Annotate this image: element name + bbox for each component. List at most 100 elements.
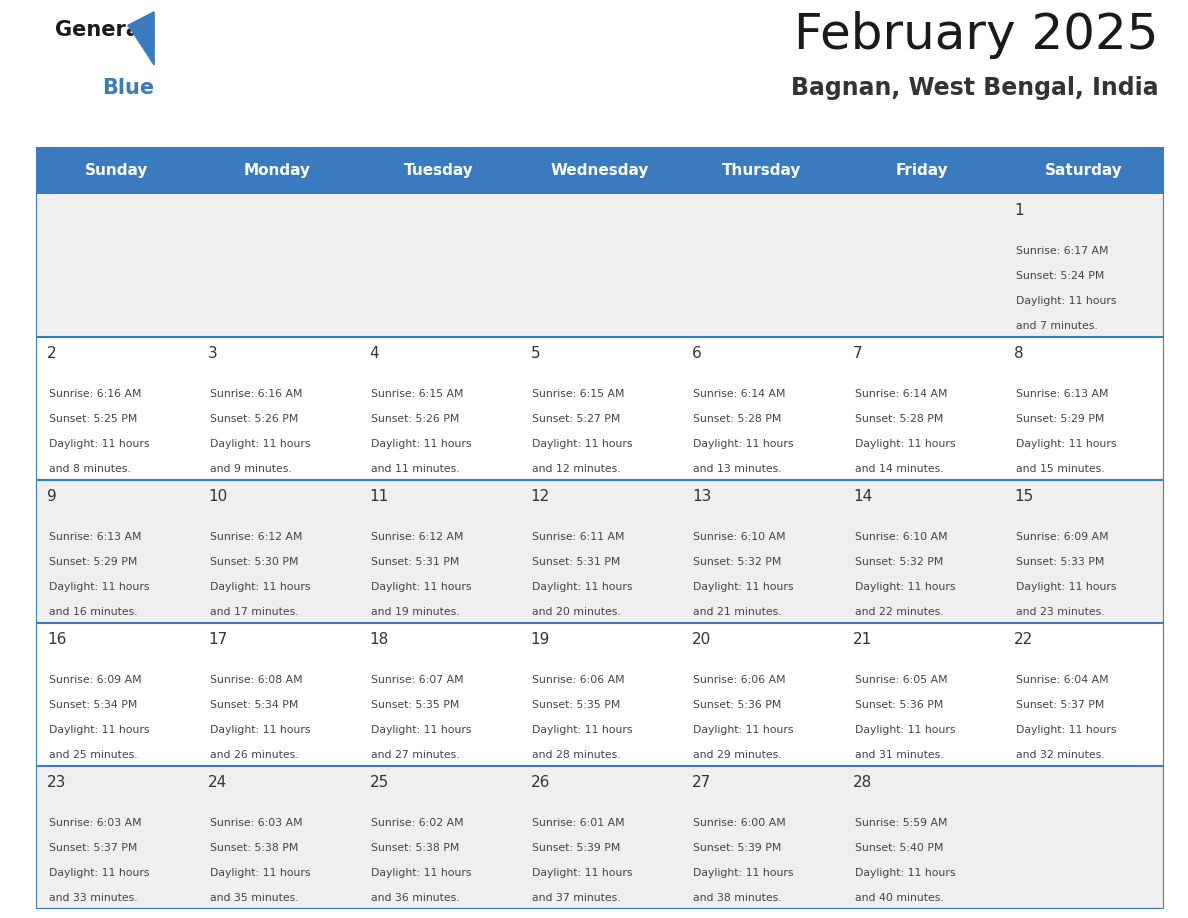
Bar bbox=[519, 194, 681, 337]
Bar bbox=[197, 147, 358, 194]
Bar bbox=[358, 480, 519, 623]
Text: 13: 13 bbox=[691, 489, 712, 504]
Bar bbox=[842, 623, 1003, 766]
Text: Sunset: 5:38 PM: Sunset: 5:38 PM bbox=[210, 843, 298, 853]
Text: Sunset: 5:27 PM: Sunset: 5:27 PM bbox=[532, 414, 620, 424]
Text: 16: 16 bbox=[48, 633, 67, 647]
Text: and 32 minutes.: and 32 minutes. bbox=[1016, 750, 1105, 760]
Bar bbox=[519, 337, 681, 480]
Text: Daylight: 11 hours: Daylight: 11 hours bbox=[854, 868, 955, 878]
Bar bbox=[681, 147, 842, 194]
Bar bbox=[36, 766, 197, 909]
Text: Daylight: 11 hours: Daylight: 11 hours bbox=[854, 582, 955, 592]
Bar bbox=[358, 623, 519, 766]
Text: Sunset: 5:36 PM: Sunset: 5:36 PM bbox=[694, 700, 782, 710]
Text: and 17 minutes.: and 17 minutes. bbox=[210, 607, 298, 617]
Text: 1: 1 bbox=[1015, 203, 1024, 218]
Bar bbox=[681, 337, 842, 480]
Bar bbox=[36, 147, 197, 194]
Text: Sunrise: 6:08 AM: Sunrise: 6:08 AM bbox=[210, 675, 303, 685]
Text: 25: 25 bbox=[369, 775, 388, 790]
Bar bbox=[1003, 623, 1164, 766]
Text: Sunrise: 6:10 AM: Sunrise: 6:10 AM bbox=[694, 532, 786, 542]
Bar bbox=[842, 766, 1003, 909]
Text: Sunrise: 6:04 AM: Sunrise: 6:04 AM bbox=[1016, 675, 1108, 685]
Text: Daylight: 11 hours: Daylight: 11 hours bbox=[49, 582, 148, 592]
Text: Sunrise: 6:12 AM: Sunrise: 6:12 AM bbox=[210, 532, 302, 542]
Bar bbox=[842, 194, 1003, 337]
Text: 7: 7 bbox=[853, 346, 862, 361]
Text: Sunrise: 6:03 AM: Sunrise: 6:03 AM bbox=[210, 818, 303, 828]
Text: 22: 22 bbox=[1015, 633, 1034, 647]
Text: Daylight: 11 hours: Daylight: 11 hours bbox=[49, 725, 148, 734]
Bar bbox=[1003, 194, 1164, 337]
Text: Sunset: 5:31 PM: Sunset: 5:31 PM bbox=[532, 557, 620, 566]
Text: 26: 26 bbox=[531, 775, 550, 790]
Text: Sunset: 5:37 PM: Sunset: 5:37 PM bbox=[1016, 700, 1105, 710]
Bar bbox=[36, 623, 197, 766]
Text: Monday: Monday bbox=[244, 163, 311, 178]
Text: 8: 8 bbox=[1015, 346, 1024, 361]
Text: Sunrise: 6:09 AM: Sunrise: 6:09 AM bbox=[1016, 532, 1108, 542]
Text: 21: 21 bbox=[853, 633, 872, 647]
Bar bbox=[197, 337, 358, 480]
Text: Daylight: 11 hours: Daylight: 11 hours bbox=[532, 582, 633, 592]
Text: and 36 minutes.: and 36 minutes. bbox=[371, 892, 460, 902]
Bar bbox=[1003, 337, 1164, 480]
Bar bbox=[519, 766, 681, 909]
Text: Sunset: 5:29 PM: Sunset: 5:29 PM bbox=[1016, 414, 1105, 424]
Bar bbox=[842, 480, 1003, 623]
Text: Sunset: 5:34 PM: Sunset: 5:34 PM bbox=[49, 700, 137, 710]
Bar bbox=[197, 623, 358, 766]
Text: and 13 minutes.: and 13 minutes. bbox=[694, 464, 782, 474]
Text: and 20 minutes.: and 20 minutes. bbox=[532, 607, 621, 617]
Text: Sunrise: 6:14 AM: Sunrise: 6:14 AM bbox=[854, 389, 947, 399]
Text: Daylight: 11 hours: Daylight: 11 hours bbox=[854, 439, 955, 449]
Text: 19: 19 bbox=[531, 633, 550, 647]
Text: and 25 minutes.: and 25 minutes. bbox=[49, 750, 137, 760]
Text: Daylight: 11 hours: Daylight: 11 hours bbox=[210, 582, 310, 592]
Text: Daylight: 11 hours: Daylight: 11 hours bbox=[371, 582, 472, 592]
Bar bbox=[1003, 147, 1164, 194]
Text: Saturday: Saturday bbox=[1044, 163, 1123, 178]
Text: Sunrise: 6:12 AM: Sunrise: 6:12 AM bbox=[371, 532, 463, 542]
Bar bbox=[519, 480, 681, 623]
Text: Daylight: 11 hours: Daylight: 11 hours bbox=[1016, 725, 1117, 734]
Text: and 38 minutes.: and 38 minutes. bbox=[694, 892, 782, 902]
Text: Sunset: 5:28 PM: Sunset: 5:28 PM bbox=[854, 414, 943, 424]
Text: Daylight: 11 hours: Daylight: 11 hours bbox=[694, 725, 794, 734]
Text: 9: 9 bbox=[48, 489, 57, 504]
Text: and 29 minutes.: and 29 minutes. bbox=[694, 750, 782, 760]
Text: and 22 minutes.: and 22 minutes. bbox=[854, 607, 943, 617]
Text: Sunrise: 6:17 AM: Sunrise: 6:17 AM bbox=[1016, 246, 1108, 256]
Text: Sunset: 5:32 PM: Sunset: 5:32 PM bbox=[854, 557, 943, 566]
Text: Sunrise: 6:02 AM: Sunrise: 6:02 AM bbox=[371, 818, 463, 828]
Bar bbox=[681, 480, 842, 623]
Text: 17: 17 bbox=[208, 633, 227, 647]
Text: Sunrise: 6:14 AM: Sunrise: 6:14 AM bbox=[694, 389, 786, 399]
Bar bbox=[1003, 766, 1164, 909]
Text: and 35 minutes.: and 35 minutes. bbox=[210, 892, 298, 902]
Bar bbox=[519, 623, 681, 766]
Text: Sunrise: 6:16 AM: Sunrise: 6:16 AM bbox=[49, 389, 141, 399]
Text: 10: 10 bbox=[208, 489, 227, 504]
Text: 6: 6 bbox=[691, 346, 702, 361]
Text: Sunset: 5:32 PM: Sunset: 5:32 PM bbox=[694, 557, 782, 566]
Text: and 28 minutes.: and 28 minutes. bbox=[532, 750, 621, 760]
Text: Daylight: 11 hours: Daylight: 11 hours bbox=[210, 439, 310, 449]
Text: Sunset: 5:29 PM: Sunset: 5:29 PM bbox=[49, 557, 137, 566]
Text: Sunrise: 6:15 AM: Sunrise: 6:15 AM bbox=[532, 389, 625, 399]
Bar bbox=[519, 147, 681, 194]
Text: Sunday: Sunday bbox=[84, 163, 148, 178]
Bar bbox=[681, 194, 842, 337]
Text: Sunset: 5:36 PM: Sunset: 5:36 PM bbox=[854, 700, 943, 710]
Text: Sunset: 5:39 PM: Sunset: 5:39 PM bbox=[694, 843, 782, 853]
Text: and 26 minutes.: and 26 minutes. bbox=[210, 750, 298, 760]
Text: Thursday: Thursday bbox=[721, 163, 801, 178]
Text: Sunset: 5:26 PM: Sunset: 5:26 PM bbox=[210, 414, 298, 424]
Text: 24: 24 bbox=[208, 775, 227, 790]
Text: and 31 minutes.: and 31 minutes. bbox=[854, 750, 943, 760]
Text: Wednesday: Wednesday bbox=[551, 163, 649, 178]
Text: Sunrise: 6:11 AM: Sunrise: 6:11 AM bbox=[532, 532, 625, 542]
Bar bbox=[358, 194, 519, 337]
